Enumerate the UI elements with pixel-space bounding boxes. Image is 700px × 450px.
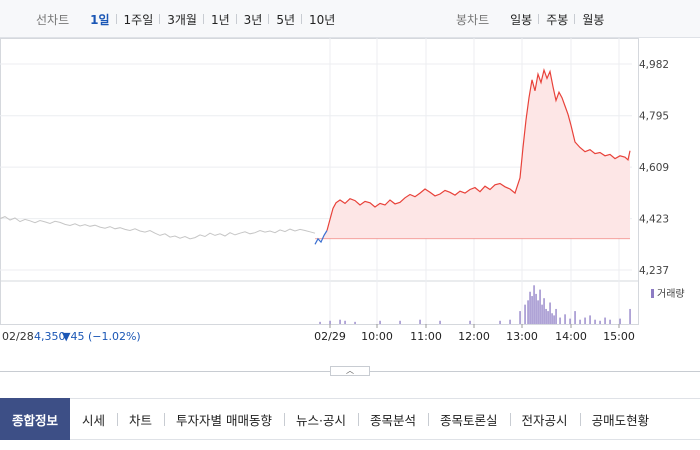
volume-bar-5 [379, 320, 381, 324]
volume-bar-29 [559, 317, 561, 324]
volume-bar-31 [569, 318, 571, 324]
period-1year[interactable]: 1년 [202, 11, 237, 28]
chart-frame [0, 38, 639, 325]
volume-bar-24 [547, 311, 549, 324]
x-tick-label-3: 12:00 [458, 330, 490, 343]
x-tick-label-4: 13:00 [506, 330, 538, 343]
tab-analysis[interactable]: 종목분석 [358, 398, 428, 440]
volume-bar-16 [531, 296, 533, 324]
volume-bar-30 [564, 314, 566, 324]
volume-bar-6 [399, 320, 401, 324]
chart-toolbar: 선차트 1일 1주일 3개월 1년 3년 5년 10년 봉차트 일봉 주봉 월봉 [0, 0, 700, 38]
volume-bar-7 [419, 319, 421, 324]
prev-close: 4,350 [34, 330, 66, 343]
volume-bar-27 [553, 315, 555, 324]
period-10year[interactable]: 10년 [301, 11, 342, 28]
volume-bar-35 [589, 315, 591, 324]
line-chart-label: 선차트 [36, 12, 70, 27]
volume-bar-26 [551, 313, 553, 324]
volume-bar-38 [604, 317, 606, 324]
prev-date: 02/28 [2, 330, 34, 343]
volume-bar-21 [541, 304, 543, 324]
period-1day[interactable]: 1일 [90, 12, 110, 27]
tab-short-selling[interactable]: 공매도현황 [579, 398, 662, 440]
label-layer: 4,982 4,795 4,609 4,423 4,237 02/29 10:00 11:00… [314, 59, 669, 343]
volume-bar-25 [549, 302, 551, 324]
prev-change: ▼45 (−1.02%) [62, 330, 141, 343]
price-chart-area: 4,982 4,795 4,609 4,423 4,237 02/29 10:00 11:00… [0, 38, 700, 350]
volume-bar-34 [584, 317, 586, 324]
volume-layer [319, 285, 631, 324]
volume-bar-13 [524, 304, 526, 324]
volume-bar-1 [329, 320, 331, 324]
volume-bar-15 [529, 291, 531, 324]
tab-chart[interactable]: 차트 [117, 398, 164, 440]
price-line-down [314, 230, 328, 245]
period-1week[interactable]: 1주일 [115, 11, 161, 28]
volume-bar-9 [469, 320, 471, 324]
volume-bar-2 [339, 319, 341, 324]
volume-bar-39 [609, 319, 611, 324]
x-tick-label-1: 10:00 [361, 330, 393, 343]
candle-weekly[interactable]: 주봉 [538, 11, 575, 28]
volume-legend: 거래량 [657, 288, 685, 300]
x-tick-label-6: 15:00 [603, 330, 635, 343]
volume-bar-36 [594, 319, 596, 324]
up-area-fill [315, 70, 630, 239]
period-3year[interactable]: 3년 [235, 11, 270, 28]
y-tick-label-1: 4,795 [639, 111, 669, 123]
y-tick-label-2: 4,609 [639, 162, 669, 174]
period-3month[interactable]: 3개월 [159, 11, 204, 28]
y-tick-label-3: 4,423 [639, 214, 669, 226]
volume-bar-19 [537, 300, 539, 324]
y-tick-label-0: 4,982 [639, 59, 669, 71]
tab-quotes[interactable]: 시세 [82, 412, 106, 428]
volume-bar-8 [439, 320, 441, 324]
volume-bar-3 [344, 320, 346, 324]
candle-chart-label: 봉차트 [456, 12, 490, 27]
candle-daily[interactable]: 일봉 [510, 12, 533, 27]
volume-bar-11 [509, 319, 511, 324]
volume-bar-37 [599, 320, 601, 324]
chevron-up-icon: ︿ [346, 366, 354, 375]
volume-bar-20 [539, 289, 541, 324]
volume-bar-28 [555, 308, 557, 324]
volume-bar-0 [319, 321, 321, 324]
volume-bar-22 [543, 298, 545, 324]
tab-summary[interactable]: 종합정보 [0, 398, 71, 440]
prev-day-line [0, 216, 316, 240]
volume-bar-23 [545, 308, 547, 324]
volume-bar-18 [535, 293, 537, 324]
tab-news[interactable]: 뉴스·공시 [284, 398, 358, 440]
price-layer [0, 68, 631, 245]
volume-bar-40 [619, 318, 621, 324]
volume-bar-41 [629, 308, 631, 324]
x-tick-label-5: 14:00 [555, 330, 587, 343]
tab-investor-trades[interactable]: 투자자별 매매동향 [164, 398, 284, 440]
y-tick-label-4: 4,237 [639, 265, 669, 277]
candle-monthly[interactable]: 월봉 [574, 11, 611, 28]
volume-bar-17 [533, 285, 535, 324]
x-tick-label-2: 11:00 [410, 330, 442, 343]
volume-bar-4 [354, 321, 356, 324]
x-tick-label-0: 02/29 [314, 330, 346, 343]
candle-chart-group: 봉차트 일봉 주봉 월봉 [456, 0, 611, 38]
tab-disclosure[interactable]: 전자공시 [509, 398, 580, 440]
tab-discussion[interactable]: 종목토론실 [428, 398, 510, 440]
volume-legend-swatch [651, 289, 654, 298]
volume-bar-12 [519, 311, 521, 324]
volume-bar-10 [499, 320, 501, 324]
period-5year[interactable]: 5년 [268, 11, 302, 28]
volume-bar-14 [527, 300, 529, 324]
collapse-button[interactable]: ︿ [330, 366, 370, 376]
volume-bar-33 [579, 319, 581, 324]
volume-bar-32 [574, 311, 576, 324]
line-chart-group: 선차트 1일 1주일 3개월 1년 3년 5년 10년 [36, 0, 342, 38]
price-chart: 4,982 4,795 4,609 4,423 4,237 02/29 10:00 11:00… [0, 38, 685, 343]
stock-tabs: 종합정보 시세 차트 투자자별 매매동향 뉴스·공시 종목분석 종목토론실 전자… [0, 398, 700, 440]
price-line-up [326, 68, 631, 231]
